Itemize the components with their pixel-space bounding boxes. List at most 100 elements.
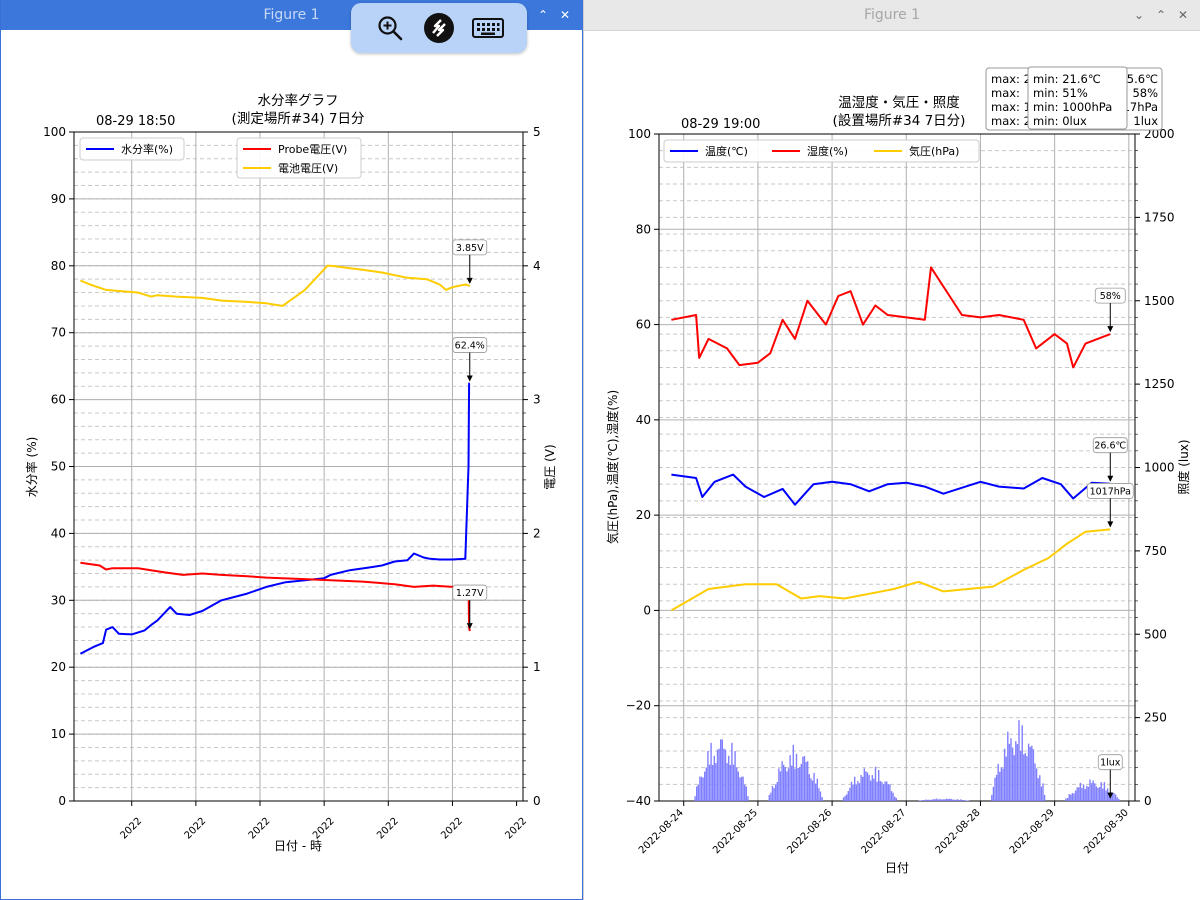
zoom-in-icon[interactable] [373, 11, 407, 45]
illuminance-bar [720, 739, 722, 801]
illuminance-bar [724, 749, 727, 801]
illuminance-bar [1000, 767, 1003, 801]
illuminance-bar [704, 771, 706, 801]
illuminance-bar [783, 764, 785, 801]
illuminance-bar [858, 783, 861, 801]
illuminance-bar [1016, 744, 1019, 801]
illuminance-bar [1039, 775, 1041, 801]
illuminance-bar [860, 775, 862, 801]
x-tick-label: 2022-08-30 [1082, 807, 1131, 856]
legend-label: Probe電圧(V) [278, 143, 347, 156]
illuminance-bar [1108, 792, 1110, 801]
illuminance-bar [699, 776, 701, 801]
chart-subtitle: (測定場所#34) 7日分 [232, 111, 365, 127]
illuminance-bar [966, 800, 968, 801]
y2-tick-label: 2 [533, 526, 541, 540]
max-overflow: 1lux [1133, 114, 1158, 128]
illuminance-bar [963, 800, 965, 801]
left-close-button[interactable]: ✕ [559, 8, 571, 22]
illuminance-bar [1097, 787, 1099, 801]
illuminance-bar [744, 784, 746, 801]
illuminance-bar [949, 798, 951, 801]
remote-connection-icon[interactable] [422, 11, 456, 45]
illuminance-bar [887, 784, 889, 801]
illuminance-bar [871, 775, 873, 801]
legend-label: 水分率(%) [121, 142, 173, 156]
illuminance-bar [1076, 787, 1078, 801]
illuminance-bar [778, 768, 780, 801]
illuminance-bar [1094, 783, 1096, 801]
moisture-chart: 0 10 20 30 40 50 60 70 80 90 100 0 1 2 3 4 5 2022 2022 2022… [24, 92, 557, 853]
illuminance-bar [961, 800, 964, 801]
illuminance-bar [712, 765, 714, 801]
y-tick-label: 30 [51, 593, 66, 607]
right-minimize-button[interactable]: ⌄ [1133, 8, 1145, 22]
illuminance-bar [936, 798, 938, 801]
data-label-arrowhead [466, 623, 473, 630]
illuminance-bar [1089, 779, 1091, 801]
left-minimize-button[interactable]: ⌃ [537, 8, 549, 22]
illuminance-bar [737, 771, 739, 801]
illuminance-bar [787, 768, 790, 801]
min-line: min: 51% [1033, 86, 1088, 100]
y-tick-label: 40 [51, 526, 66, 540]
min-line: min: 1000hPa [1033, 100, 1112, 114]
illuminance-bar [716, 749, 719, 801]
y-tick-label: 20 [51, 660, 66, 674]
illuminance-bar [945, 798, 948, 801]
series-line-2 [80, 264, 471, 307]
illuminance-bar [939, 798, 941, 801]
illuminance-bar [850, 781, 853, 801]
keyboard-icon[interactable] [471, 11, 505, 45]
illuminance-bar [786, 771, 788, 801]
illuminance-bar [819, 791, 822, 801]
right-maximize-button[interactable]: ⌃ [1155, 8, 1167, 22]
illuminance-bar [696, 786, 698, 801]
illuminance-bar [1111, 792, 1114, 801]
illuminance-bar [1032, 749, 1035, 801]
illuminance-bar [1010, 738, 1012, 801]
illuminance-bar [697, 784, 699, 801]
y2-tick-label: 500 [1144, 627, 1167, 641]
right-close-button[interactable]: ✕ [1177, 8, 1189, 22]
illuminance-bar [807, 761, 809, 801]
x-tick-label: 2022-08-26 [785, 807, 834, 856]
illuminance-bar [739, 777, 741, 801]
illuminance-bar [886, 781, 888, 801]
chart-title: 温湿度・気圧・照度 [838, 95, 960, 111]
y2-axis-label: 電圧 (V) [543, 444, 557, 489]
illuminance-bar [813, 772, 815, 801]
illuminance-bar [884, 781, 886, 801]
illuminance-bar [1008, 743, 1011, 801]
illuminance-bar [881, 781, 883, 801]
illuminance-bar [731, 742, 733, 801]
right-window-titlebar[interactable]: Figure 1 ⌄ ⌃ ✕ [584, 0, 1200, 31]
illuminance-bar [732, 764, 735, 801]
illuminance-bar [1102, 788, 1104, 801]
illuminance-bar [1026, 756, 1028, 801]
illuminance-bar [950, 799, 952, 801]
chart-subtitle: (設置場所#34 7日分) [833, 113, 966, 129]
y2-tick-label: 1750 [1144, 210, 1175, 224]
illuminance-bar [1084, 789, 1086, 801]
illuminance-bar [1081, 787, 1083, 801]
illuminance-bar [1015, 741, 1017, 801]
illuminance-bar [1021, 725, 1023, 801]
illuminance-bar [1018, 720, 1020, 801]
series-line-2 [670, 528, 1111, 612]
data-label-arrowhead [1107, 521, 1114, 528]
illuminance-bar [791, 765, 793, 801]
y-tick-label: −20 [626, 699, 651, 713]
illuminance-bar [857, 781, 859, 801]
illuminance-bar [890, 791, 893, 801]
illuminance-bar [852, 784, 854, 801]
y-tick-label: 80 [636, 222, 651, 236]
y2-tick-label: 1250 [1144, 377, 1175, 391]
illuminance-bar [795, 753, 798, 801]
illuminance-bar [789, 755, 791, 801]
illuminance-bar [958, 800, 960, 801]
y-tick-label: 70 [51, 326, 66, 340]
illuminance-bar [799, 767, 801, 801]
y2-tick-label: 3 [533, 393, 541, 407]
legend-box [663, 139, 980, 163]
